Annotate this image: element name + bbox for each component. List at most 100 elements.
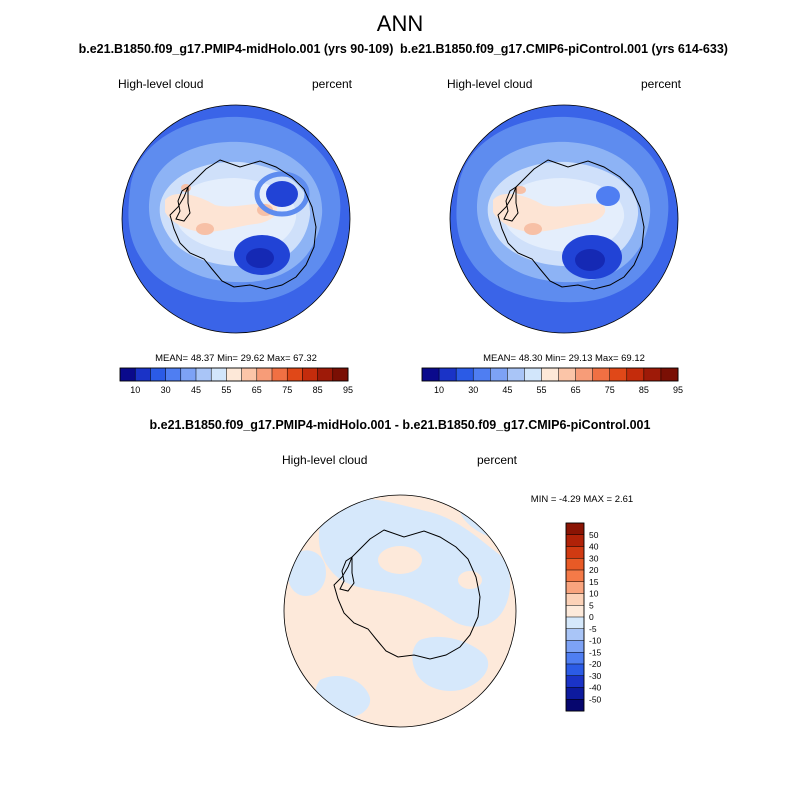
colorbar-swatch (455, 367, 474, 382)
diff-pos-patch-2 (458, 571, 482, 589)
diff-colorbar-swatch (565, 675, 585, 688)
panel-left: b.e21.B1850.f09_g17.PMIP4-midHolo.001 (y… (79, 42, 394, 395)
diff-colorbar-tick-label: 15 (589, 577, 599, 587)
colorbar-swatch (575, 367, 594, 382)
map-peach-right (493, 193, 606, 232)
colorbar-tick-label: 95 (673, 385, 683, 395)
colorbar-swatch (256, 367, 273, 382)
map-deepblue-right-1 (596, 186, 620, 206)
diff-colorbar-swatch (565, 605, 585, 618)
variable-label-right: High-level cloud (447, 77, 532, 91)
colorbar-swatch (271, 367, 288, 382)
colorbar-swatch (286, 367, 303, 382)
map-salmon-left-1 (196, 223, 214, 235)
colorbar-swatch (524, 367, 542, 382)
colorbar-swatch (210, 367, 227, 382)
colorbar-right: 10 30 45 55 65 75 85 95 (421, 367, 683, 395)
diff-colorbar-swatch (565, 640, 585, 653)
colorbar-swatch (592, 367, 611, 382)
diff-colorbar-swatch (565, 699, 585, 712)
colorbar-tick-label: 75 (282, 385, 292, 395)
colorbar-swatch (490, 367, 508, 382)
colorbar-swatch (660, 367, 679, 382)
diff-colorbar-tick-label: 30 (589, 553, 599, 563)
diff-colorbar-swatch (565, 569, 585, 583)
polar-map-diff (284, 495, 516, 727)
diff-colorbar-swatch (565, 616, 585, 630)
colorbar-tick-label: 65 (252, 385, 262, 395)
colorbar-swatch (119, 367, 136, 382)
map-border-left (121, 104, 351, 334)
colorbar-tick-label: 55 (221, 385, 231, 395)
diff-colorbar-tick-label: -5 (589, 624, 597, 634)
colorbar-tick-label: 30 (468, 385, 478, 395)
map-deepblue-left-1 (266, 181, 298, 207)
colorbar-swatch (226, 367, 243, 382)
colorbar-frame (119, 367, 349, 382)
colorbar-tick-label: 75 (605, 385, 615, 395)
map-border-right (449, 104, 679, 334)
diff-title: b.e21.B1850.f09_g17.PMIP4-midHolo.001 - … (150, 418, 651, 432)
colorbar-swatch (150, 367, 167, 382)
colorbar-swatch (421, 367, 440, 382)
diff-colorbar-swatch (565, 687, 585, 700)
diff-colorbar-swatch (565, 581, 585, 594)
panel-difference: b.e21.B1850.f09_g17.PMIP4-midHolo.001 - … (150, 418, 651, 728)
colorbar-tick-label: 55 (536, 385, 546, 395)
map-border-diff (283, 494, 517, 728)
diff-colorbar-swatch (565, 652, 585, 665)
diff-neg-region-2 (287, 550, 326, 596)
colorbar-swatch (317, 367, 334, 382)
stats-left: MEAN= 48.37 Min= 29.62 Max= 67.32 (155, 353, 317, 364)
colorbar-swatch (541, 367, 559, 382)
colorbar-swatch (302, 367, 319, 382)
colorbar-tick-label: 85 (639, 385, 649, 395)
diff-colorbar-swatch (565, 558, 585, 571)
diff-colorbar-tick-label: -10 (589, 636, 602, 646)
map-blue-ring-left (254, 171, 310, 217)
colorbar-tick-label: 95 (343, 385, 353, 395)
units-label-left: percent (312, 77, 353, 91)
diff-colorbar-tick-label: -15 (589, 647, 602, 657)
stats-right: MEAN= 48.30 Min= 29.13 Max= 69.12 (483, 353, 645, 364)
diff-colorbar-swatch (565, 628, 585, 641)
colorbar-swatch (626, 367, 645, 382)
polar-map-right (450, 105, 678, 333)
diff-stats: MIN = -4.29 MAX = 2.61 (531, 494, 633, 505)
colorbar-tick-label: 45 (502, 385, 512, 395)
colorbar-tick-label: 10 (434, 385, 444, 395)
map-darkest-right (575, 249, 605, 271)
colorbar-swatch (507, 367, 525, 382)
variable-label-diff: High-level cloud (282, 453, 367, 467)
diff-colorbar-tick-label: 50 (589, 530, 599, 540)
map-salmon-right-2 (514, 186, 526, 194)
colorbar-swatch (180, 367, 197, 382)
colorbar-tick-label: 85 (313, 385, 323, 395)
diff-colorbar-tick-label: -20 (589, 659, 602, 669)
diff-colorbar-swatch (565, 593, 585, 606)
diff-colorbar-tick-label: -40 (589, 683, 602, 693)
colorbar-swatch (438, 367, 457, 382)
colorbar-swatch (241, 367, 258, 382)
colorbar-swatch (332, 367, 349, 382)
case-title-right: b.e21.B1850.f09_g17.CMIP6-piControl.001 … (400, 42, 728, 56)
colorbar-tick-label: 65 (571, 385, 581, 395)
diff-colorbar-tick-label: -50 (589, 694, 602, 704)
colorbar-swatch (609, 367, 628, 382)
units-label-diff: percent (477, 453, 518, 467)
diff-colorbar-swatch (565, 663, 585, 677)
map-salmon-right-1 (524, 223, 542, 235)
polar-map-left (122, 105, 350, 333)
diff-colorbar-frame (565, 522, 585, 712)
diff-neg-region-3 (412, 636, 489, 691)
page-title: ANN (377, 11, 423, 36)
diff-colorbar-tick-label: 5 (589, 600, 594, 610)
colorbar-tick-label: 45 (191, 385, 201, 395)
colorbar-left: 10 30 45 55 65 75 85 95 (119, 367, 353, 395)
colorbar-swatch (134, 367, 151, 382)
map-darkest-left (246, 248, 274, 268)
diff-pos-patch-1 (378, 546, 422, 574)
panel-right: b.e21.B1850.f09_g17.CMIP6-piControl.001 … (400, 42, 728, 395)
